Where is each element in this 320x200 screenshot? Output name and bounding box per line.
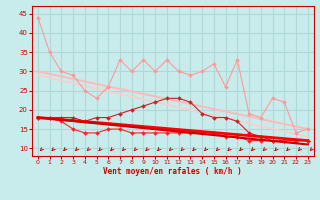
X-axis label: Vent moyen/en rafales ( km/h ): Vent moyen/en rafales ( km/h ) xyxy=(103,167,242,176)
